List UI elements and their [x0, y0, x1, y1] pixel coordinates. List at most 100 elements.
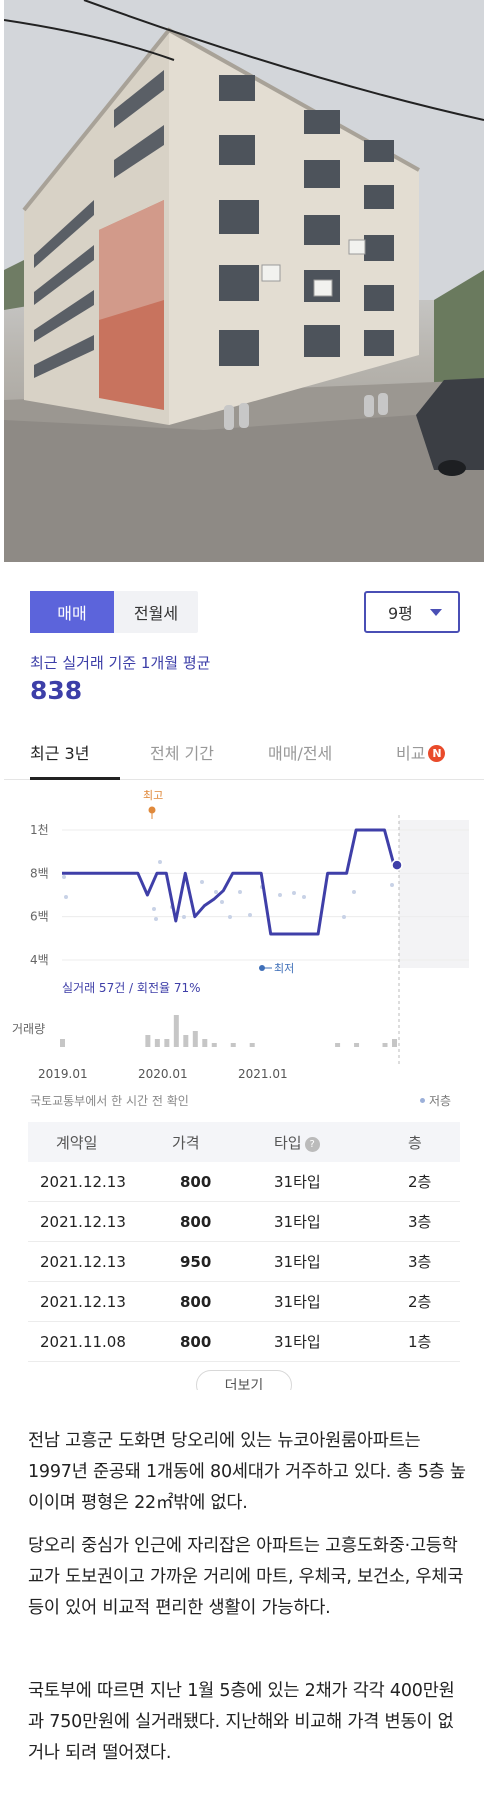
trade-dot: [182, 915, 186, 919]
volume-bar: [202, 1039, 208, 1047]
trade-dot: [220, 900, 224, 904]
trade-dot: [152, 907, 156, 911]
row-date: 2021.11.08: [40, 1332, 126, 1351]
row-floor: 1층: [408, 1333, 432, 1351]
trade-dot: [352, 890, 356, 894]
row-price: 800: [180, 1332, 212, 1351]
size-select[interactable]: 9평: [364, 591, 460, 633]
y-tick-label: 1천: [30, 822, 49, 837]
new-badge: N: [428, 745, 446, 762]
jeonse-tab[interactable]: 전월세: [133, 604, 179, 623]
tab-all-period[interactable]: 전체 기간: [150, 736, 214, 780]
row-type: 31타입: [274, 1293, 321, 1311]
row-floor: 2층: [408, 1293, 432, 1311]
size-select-value: 9평: [388, 604, 413, 623]
trade-dot: [342, 915, 346, 919]
header-price: 가격: [172, 1133, 200, 1152]
article-paragraph: 전남 고흥군 도화면 당오리에 있는 뉴코아원룸아파트는 1997년 준공돼 1…: [28, 1431, 466, 1513]
volume-bar: [354, 1043, 360, 1047]
legend-dot: [420, 1098, 425, 1103]
trade-dot: [228, 915, 232, 919]
volume-bar: [382, 1043, 388, 1047]
source-note: 국토교통부에서 한 시간 전 확인: [30, 1094, 189, 1108]
table-header: 계약일 가격 타입? 층: [28, 1122, 460, 1162]
future-region: [399, 820, 469, 968]
transactions-table: 계약일 가격 타입? 층 2021.12.13 800 31타입 2층 2021.12.…: [28, 1122, 460, 1362]
volume-bar: [145, 1035, 151, 1047]
apartment-photo: [4, 0, 484, 562]
price-line: [62, 828, 396, 936]
tab-label: 최근 3년: [30, 744, 90, 763]
article-paragraph: 국토부에 따르면 지난 1월 5층에 있는 2채가 각각 400만원과 750만…: [28, 1681, 455, 1763]
row-price: 800: [180, 1292, 212, 1311]
legend-low-label: 저층: [429, 1094, 452, 1108]
table-row: 2021.12.13 800 31타입 3층: [28, 1202, 460, 1242]
volume-bar: [335, 1043, 341, 1047]
high-label: 최고: [143, 789, 163, 802]
latest-point: [391, 859, 403, 871]
trade-dot: [214, 890, 218, 894]
table-row: 2021.12.13 800 31타입 2층: [28, 1162, 460, 1202]
trade-dot: [248, 913, 252, 917]
row-type: 31타입: [274, 1173, 321, 1191]
sale-tab[interactable]: 매매: [30, 591, 114, 633]
table-row: 2021.12.13 800 31타입 2층: [28, 1282, 460, 1322]
volume-bar: [392, 1039, 397, 1047]
tab-label: 전체 기간: [150, 744, 214, 763]
more-button-fade: [0, 1390, 488, 1420]
volume-bar: [164, 1039, 170, 1047]
trade-dot: [390, 883, 394, 887]
volume-bar: [183, 1035, 189, 1047]
trade-dot: [292, 891, 296, 895]
x-tick-label: 2021.01: [238, 1067, 288, 1081]
volume-bar: [192, 1031, 198, 1047]
row-floor: 3층: [408, 1253, 432, 1271]
row-price: 800: [180, 1172, 212, 1191]
volume-bar: [60, 1039, 65, 1047]
legend-low-floor: 저층: [420, 1092, 451, 1109]
x-tick-label: 2020.01: [138, 1067, 188, 1081]
average-label: 최근 실거래 기준 1개월 평균: [30, 654, 211, 672]
trade-dot: [278, 893, 282, 897]
tab-compare[interactable]: 비교 N: [396, 736, 446, 780]
help-icon[interactable]: ?: [304, 1136, 320, 1152]
row-price: 950: [180, 1252, 212, 1271]
table-row: 2021.12.13 950 31타입 3층: [28, 1242, 460, 1282]
volume-label: 거래량: [12, 1022, 45, 1036]
header-date: 계약일: [56, 1133, 98, 1152]
period-tabs: 최근 3년 전체 기간 매매/전세 비교 N: [4, 736, 484, 780]
y-tick-label: 6백: [30, 910, 49, 924]
y-tick-label: 8백: [30, 866, 49, 880]
trade-summary: 실거래 57건 / 회전율 71%: [62, 981, 201, 995]
volume-bar: [154, 1039, 160, 1047]
row-date: 2021.12.13: [40, 1292, 126, 1311]
table-row: 2021.11.08 800 31타입 1층: [28, 1322, 460, 1362]
low-label: 최저: [274, 962, 294, 975]
trade-dot: [238, 890, 242, 894]
header-type: 타입?: [228, 1132, 378, 1153]
trade-dot: [154, 917, 158, 921]
row-date: 2021.12.13: [40, 1172, 126, 1191]
header-floor: 층: [408, 1133, 422, 1152]
trade-dot: [302, 895, 306, 899]
row-price: 800: [180, 1212, 212, 1231]
row-date: 2021.12.13: [40, 1252, 126, 1271]
tab-label: 비교: [396, 744, 426, 763]
deal-type-toggle: 매매 전월세: [30, 591, 198, 633]
caret-down-icon: [430, 609, 442, 616]
volume-bar: [249, 1043, 255, 1047]
trade-dot: [200, 880, 204, 884]
volume-bar: [211, 1043, 217, 1047]
trade-dot: [64, 895, 68, 899]
header-type-label: 타입: [274, 1133, 302, 1152]
tab-label: 매매/전세: [268, 744, 333, 763]
x-tick-label: 2019.01: [38, 1067, 88, 1081]
row-type: 31타입: [274, 1333, 321, 1351]
volume-bar: [173, 1015, 179, 1047]
row-floor: 3층: [408, 1213, 432, 1231]
tab-recent-3y[interactable]: 최근 3년: [30, 736, 120, 780]
y-tick-label: 4백: [30, 953, 49, 967]
tab-sale-jeonse[interactable]: 매매/전세: [268, 736, 332, 780]
article-paragraph: 당오리 중심가 인근에 자리잡은 아파트는 고흥도화중·고등학교가 도보권이고 …: [28, 1536, 464, 1618]
